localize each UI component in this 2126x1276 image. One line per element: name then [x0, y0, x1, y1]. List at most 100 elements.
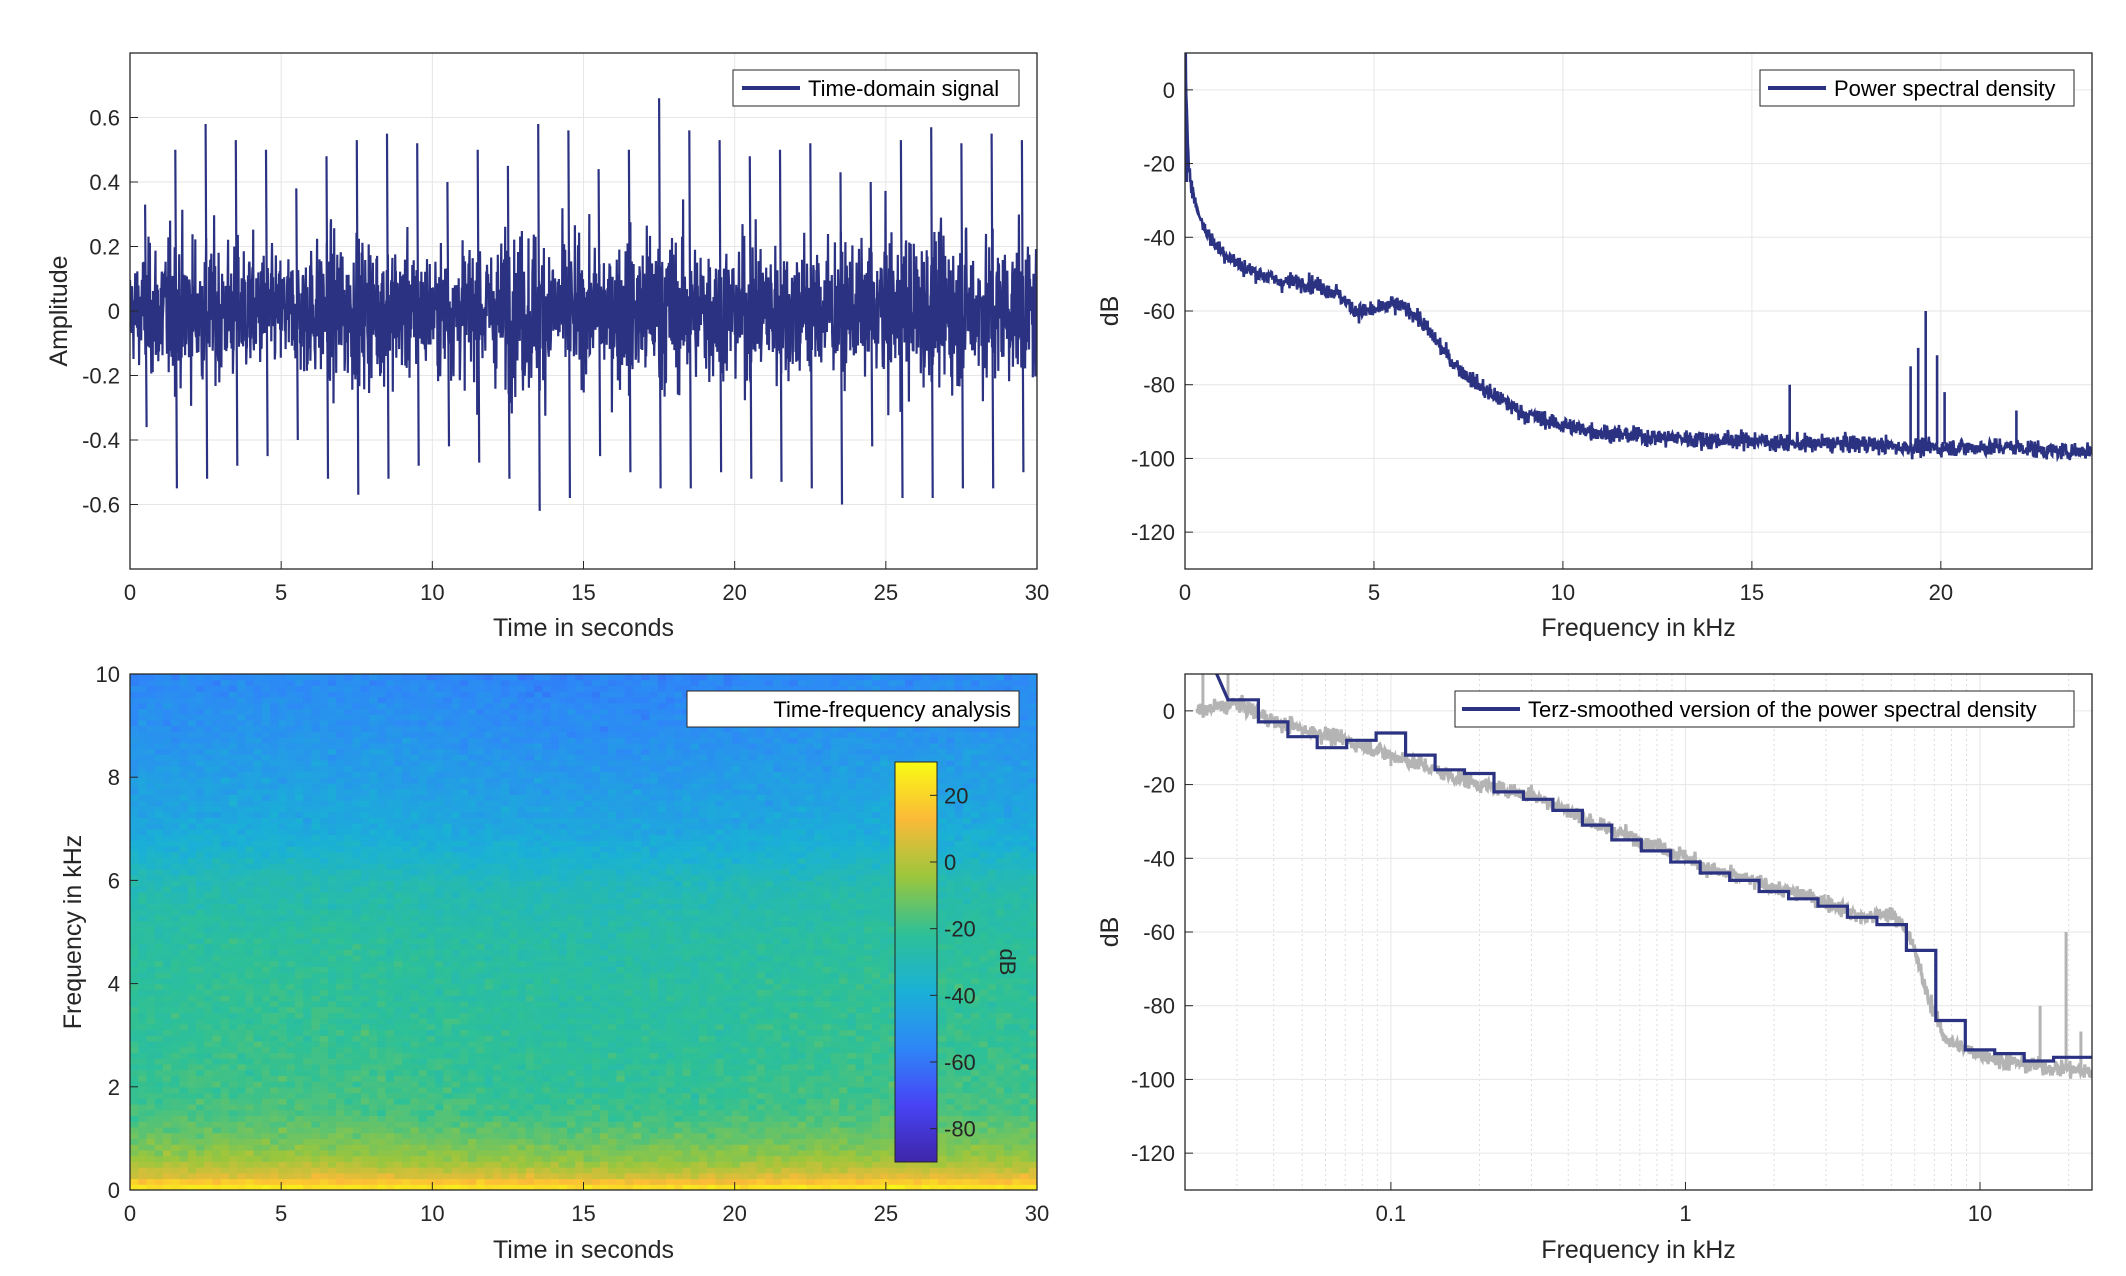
- spectrogram-cell: [204, 1155, 214, 1162]
- spectrogram-cell: [665, 1052, 675, 1059]
- spectrogram-cell: [781, 1035, 791, 1042]
- spectrogram-cell: [1012, 1126, 1022, 1134]
- spectrogram-cell: [270, 1104, 280, 1111]
- spectrogram-cell: [303, 943, 312, 950]
- spectrogram-cell: [558, 1144, 568, 1151]
- spectrogram-cell: [187, 1121, 197, 1128]
- spectrogram-cell: [352, 949, 362, 956]
- spectrogram-cell: [591, 972, 601, 979]
- spectrogram-cell: [402, 1035, 411, 1042]
- spectrogram-cell: [971, 1092, 980, 1099]
- spectrogram-cell: [591, 1126, 601, 1134]
- spectrogram-cell: [550, 1161, 560, 1168]
- spectrogram-cell: [261, 1000, 271, 1008]
- spectrogram-cell: [410, 1035, 420, 1042]
- spectrogram-cell: [311, 1098, 321, 1105]
- spectrogram-cell: [220, 1149, 230, 1157]
- spectrogram-cell: [979, 1144, 989, 1151]
- spectrogram-cell: [245, 1052, 255, 1059]
- spectrogram-cell: [855, 1167, 865, 1174]
- spectrogram-cell: [410, 1075, 420, 1082]
- spectrogram-cell: [690, 995, 700, 1002]
- spectrogram-cell: [954, 943, 964, 950]
- spectrogram-cell: [756, 1138, 766, 1145]
- spectrogram-cell: [517, 1063, 527, 1071]
- spectrogram-cell: [797, 937, 807, 945]
- spectrogram-cell: [393, 937, 403, 945]
- spectrogram-cell: [971, 1138, 980, 1145]
- spectrogram-cell: [814, 1155, 824, 1162]
- spectrogram-cell: [740, 995, 750, 1002]
- spectrogram-cell: [426, 995, 436, 1002]
- spectrogram-cell: [525, 1081, 535, 1088]
- spectrogram-cell: [278, 1063, 288, 1071]
- spectrogram-cell: [773, 1086, 782, 1094]
- spectrogram-cell: [822, 995, 832, 1002]
- spectrogram-cell: [204, 1098, 214, 1105]
- spectrogram-cell: [624, 1184, 634, 1190]
- spectrogram-cell: [591, 1144, 601, 1151]
- spectrogram-cell: [690, 1121, 700, 1128]
- spectrogram-cell: [624, 1023, 634, 1031]
- spectrogram-cell: [311, 1046, 321, 1053]
- spectrogram-cell: [1020, 1098, 1030, 1105]
- spectrogram-cell: [195, 1081, 205, 1088]
- spectrogram-cell: [468, 977, 477, 985]
- spectrogram-cell: [764, 1040, 774, 1048]
- spectrogram-cell: [938, 1069, 947, 1076]
- spectrogram-cell: [682, 1126, 692, 1134]
- spectrogram-cell: [327, 954, 337, 962]
- spectrogram-cell: [789, 1115, 799, 1122]
- spectrogram-cell: [360, 1046, 370, 1053]
- spectrogram-cell: [171, 1172, 181, 1180]
- spectrogram-cell: [888, 1098, 898, 1105]
- spectrogram-cell: [665, 1075, 675, 1082]
- spectrogram-cell: [443, 966, 453, 973]
- spectrogram-cell: [781, 1132, 791, 1139]
- spectrogram-cell: [204, 1023, 214, 1031]
- spectrogram-cell: [954, 995, 964, 1002]
- spectrogram-cell: [632, 1115, 642, 1122]
- spectrogram-cell: [270, 966, 280, 973]
- spectrogram-cell: [278, 1121, 288, 1128]
- spectrogram-cell: [690, 1063, 700, 1071]
- spectrogram-cell: [501, 1046, 510, 1053]
- spectrogram-cell: [979, 1018, 989, 1025]
- spectrogram-cell: [814, 1092, 824, 1099]
- spectrogram-cell: [773, 1155, 782, 1162]
- spectrogram-cell: [220, 1000, 230, 1008]
- spectrogram-cell: [896, 1172, 906, 1180]
- spectrogram-cell: [764, 1149, 774, 1157]
- spectrogram-cell: [748, 1132, 758, 1139]
- spectrogram-cell: [806, 983, 815, 990]
- spectrogram-cell: [674, 1058, 684, 1065]
- spectrogram-cell: [410, 1018, 420, 1025]
- spectrogram-cell: [393, 1184, 403, 1190]
- spectrogram-cell: [278, 1132, 288, 1139]
- spectrogram-cell: [995, 1098, 1005, 1105]
- spectrogram-cell: [806, 1155, 815, 1162]
- spectrogram-cell: [847, 1184, 857, 1190]
- spectrogram-cell: [311, 1035, 321, 1042]
- spectrogram-cell: [946, 1035, 956, 1042]
- spectrogram-cell: [731, 1138, 741, 1145]
- spectrogram-cell: [336, 1155, 345, 1162]
- spectrogram-cell: [764, 1046, 774, 1053]
- spectrogram-cell: [154, 1167, 164, 1174]
- spectrogram-cell: [162, 1069, 172, 1076]
- spectrogram-cell: [435, 1121, 444, 1128]
- spectrogram-cell: [360, 1081, 370, 1088]
- spectrogram-cell: [286, 1126, 296, 1134]
- spectrogram-cell: [278, 1155, 288, 1162]
- spectrogram-cell: [698, 1000, 708, 1008]
- spectrogram-cell: [608, 1069, 618, 1076]
- spectrogram-cell: [657, 1023, 667, 1031]
- spectrogram-cell: [616, 1132, 626, 1139]
- spectrogram-cell: [748, 989, 758, 996]
- spectrogram-cell: [698, 1132, 708, 1139]
- spectrogram-cell: [509, 983, 519, 990]
- spectrogram-cell: [995, 1029, 1005, 1036]
- spectrogram-cell: [410, 995, 420, 1002]
- spectrogram-cell: [682, 1115, 692, 1122]
- spectrogram-cell: [517, 960, 527, 967]
